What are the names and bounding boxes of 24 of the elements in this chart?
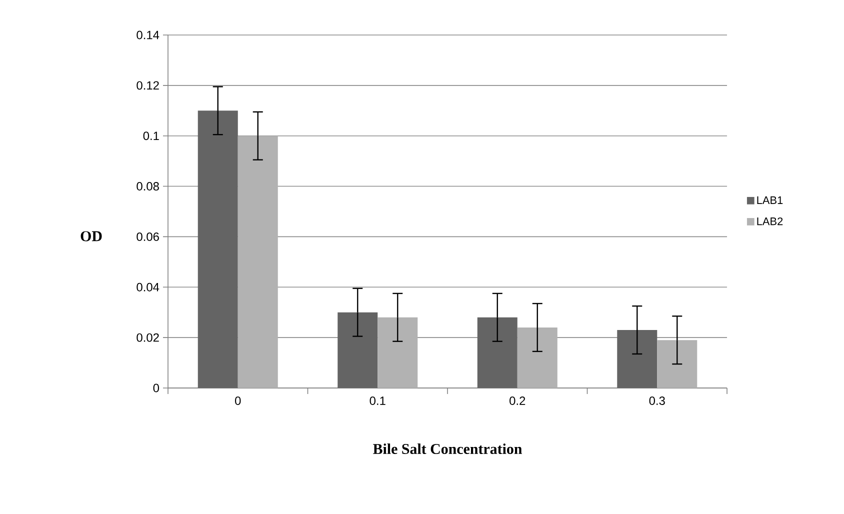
x-tick-label: 0.2 bbox=[510, 396, 526, 405]
bar bbox=[617, 330, 658, 388]
y-tick-label: 0 bbox=[153, 384, 160, 392]
bar bbox=[657, 340, 698, 388]
y-tick-label: 0.04 bbox=[136, 282, 160, 292]
y-tick-label: 0.1 bbox=[143, 132, 159, 140]
legend-label: LAB2 bbox=[757, 217, 783, 226]
x-tick-label: 0.3 bbox=[649, 396, 665, 405]
y-tick-label: 0.08 bbox=[136, 182, 159, 191]
x-axis-title: Bile Salt Concentration bbox=[373, 444, 522, 454]
y-axis-title: OD bbox=[80, 231, 102, 242]
bar bbox=[338, 312, 378, 388]
x-tick-label: 0 bbox=[235, 396, 241, 405]
bar bbox=[517, 327, 558, 388]
bar bbox=[378, 317, 418, 388]
y-tick-label: 0.12 bbox=[136, 81, 159, 90]
bar bbox=[198, 110, 238, 388]
y-tick-label: 0.02 bbox=[136, 333, 159, 342]
bar bbox=[477, 317, 518, 388]
legend-label: LAB1 bbox=[757, 196, 783, 204]
y-tick-label: 0.14 bbox=[136, 30, 160, 40]
x-tick-label: 0.1 bbox=[370, 396, 386, 405]
bar bbox=[238, 136, 278, 388]
y-tick-label: 0.06 bbox=[136, 232, 159, 241]
